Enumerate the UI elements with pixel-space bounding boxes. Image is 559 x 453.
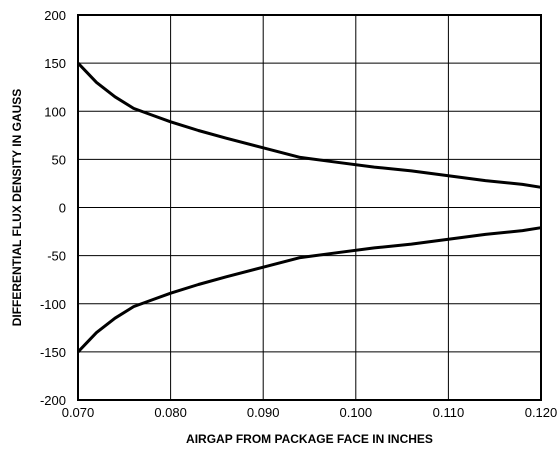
series-lines <box>76 62 542 353</box>
x-tick-label: 0.110 <box>433 405 465 420</box>
grid <box>78 15 541 400</box>
x-tick-label: 0.100 <box>340 405 373 420</box>
y-tick-label: 0 <box>59 201 66 216</box>
x-axis-title: AIRGAP FROM PACKAGE FACE IN INCHES <box>186 432 433 446</box>
y-tick-label: 150 <box>44 56 66 71</box>
y-tick-label: 50 <box>52 152 66 167</box>
x-tick-label: 0.070 <box>62 405 95 420</box>
x-tick-label: 0.120 <box>525 405 558 420</box>
y-tick-labels: 200 150 100 50 0 -50 -100 -150 -200 <box>40 8 66 408</box>
y-tick-label: -150 <box>40 345 66 360</box>
x-tick-labels: 0.070 0.080 0.090 0.100 0.110 0.120 <box>62 405 558 420</box>
y-tick-label: -50 <box>47 249 66 264</box>
positive-flux-curve <box>76 62 542 189</box>
x-tick-label: 0.080 <box>154 405 187 420</box>
y-axis-title: DIFFERENTIAL FLUX DENSITY IN GAUSS <box>10 89 24 327</box>
negative-flux-curve <box>76 226 542 353</box>
y-tick-label: -100 <box>40 297 66 312</box>
y-tick-label: -200 <box>40 393 66 408</box>
y-tick-label: 100 <box>44 104 66 119</box>
y-tick-label: 200 <box>44 8 66 23</box>
x-tick-label: 0.090 <box>247 405 280 420</box>
